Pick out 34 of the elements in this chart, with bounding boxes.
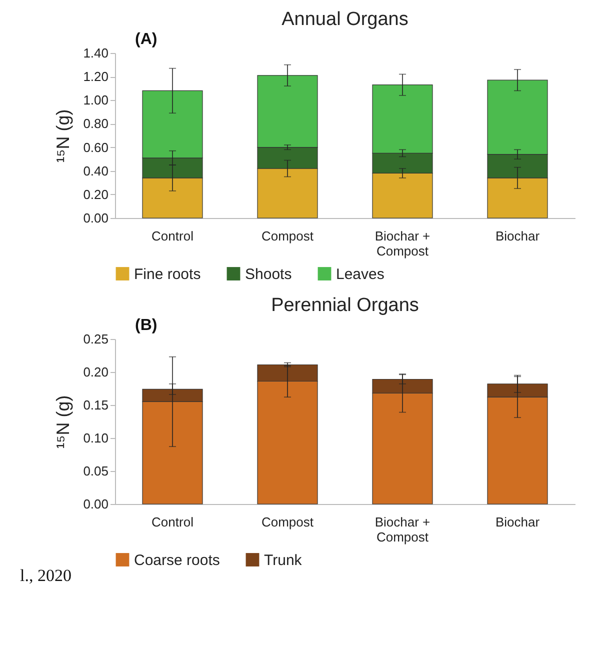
x-tick-label: Biochar bbox=[495, 228, 540, 244]
y-tick-label: 0.80 bbox=[83, 116, 108, 132]
y-tick-label: 0.25 bbox=[83, 332, 108, 346]
chart-title: Perennial Organs bbox=[271, 295, 419, 316]
x-tick-label: Control bbox=[152, 228, 194, 244]
y-tick-label: 0.60 bbox=[83, 140, 108, 155]
y-tick-label: 0.40 bbox=[83, 163, 108, 178]
y-tick-label: 0.00 bbox=[83, 496, 108, 512]
x-tick-label: Biochar + Compost bbox=[374, 228, 430, 258]
legend-label: Fine roots bbox=[134, 266, 201, 283]
legend-label: Shoots bbox=[245, 266, 292, 283]
legend-label: Leaves bbox=[336, 266, 384, 283]
y-tick-label: 0.10 bbox=[83, 430, 108, 446]
text: (A) bbox=[135, 31, 158, 48]
y-tick-label: 0.15 bbox=[83, 398, 108, 412]
x-tick-label: Biochar bbox=[495, 514, 540, 530]
chart-title: Annual Organs bbox=[282, 9, 408, 30]
y-tick-label: 0.05 bbox=[83, 464, 108, 478]
y-axis-title: ¹⁵N (g) bbox=[53, 395, 74, 449]
y-tick-label: 0.00 bbox=[83, 210, 108, 226]
y-tick-label: 0.20 bbox=[83, 186, 108, 202]
y-tick-label: 1.40 bbox=[83, 46, 108, 60]
y-tick-label: 1.20 bbox=[83, 69, 108, 84]
y-axis-title: ¹⁵N (g) bbox=[53, 109, 74, 163]
x-tick-label: Control bbox=[152, 514, 194, 530]
text: (B) bbox=[135, 317, 158, 334]
legend-label: Trunk bbox=[264, 552, 302, 569]
x-tick-label: Compost bbox=[261, 228, 314, 244]
y-tick-label: 1.00 bbox=[83, 92, 108, 108]
x-tick-label: Biochar + Compost bbox=[374, 514, 430, 544]
legend-label: Coarse roots bbox=[134, 552, 220, 569]
y-tick-label: 0.20 bbox=[83, 364, 108, 380]
text: l., 2020 bbox=[20, 566, 72, 585]
x-tick-label: Compost bbox=[261, 514, 314, 530]
